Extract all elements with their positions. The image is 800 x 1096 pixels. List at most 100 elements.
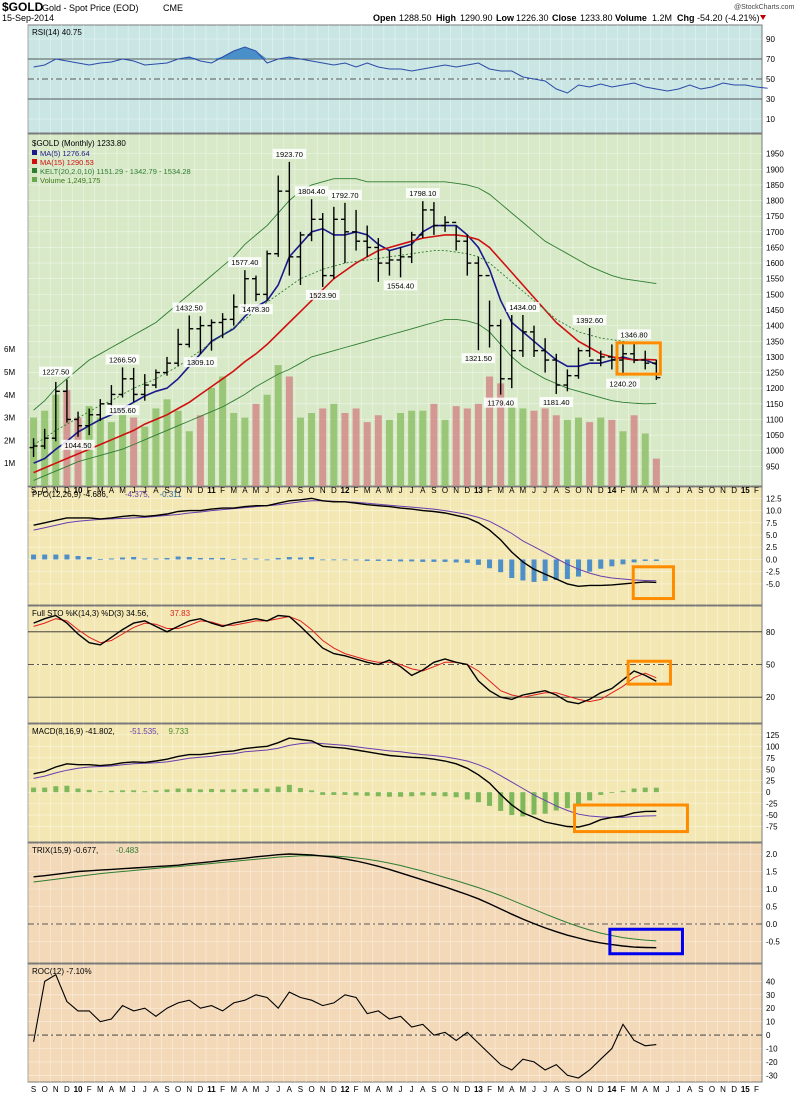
ppo-histogram-bar (120, 557, 126, 560)
y-tick-label: 0 (766, 788, 771, 797)
annotation-bg (105, 354, 140, 365)
x-tick-label-mid: O (709, 486, 715, 495)
x-tick-label-mid: S (298, 486, 303, 495)
x-tick-label-mid: N (720, 486, 726, 495)
ppo-histogram-bar (175, 556, 181, 560)
x-tick-label: F (87, 1085, 92, 1094)
volume-bar (552, 415, 560, 486)
ppo-histogram-bar (131, 557, 137, 560)
macd-histogram-bar (253, 788, 259, 793)
macd-histogram-bar (342, 792, 348, 795)
chart-header: $GOLD Gold - Spot Price (EOD) CME 15-Sep… (0, 0, 800, 24)
ppo-histogram-bar (375, 559, 381, 561)
x-tick-label: M (386, 1085, 393, 1094)
y-tick-label: 20 (766, 693, 775, 702)
x-tick-label: J (543, 1085, 547, 1094)
rsi-panel: 10 30 50 70 90 RSI(14) 40.75 (27, 24, 775, 134)
macd-histogram-bar (564, 792, 570, 809)
macd-histogram-bar (64, 785, 70, 793)
macd-histogram-bar (442, 792, 448, 797)
x-tick-label: S (431, 1085, 436, 1094)
x-tick-label-mid: D (197, 486, 203, 495)
instrument-name: Gold - Spot Price (EOD) (42, 3, 139, 13)
ppo-histogram-bar (342, 559, 348, 561)
y-tick-label: -20 (766, 1058, 778, 1067)
ppo-highlight-box (631, 565, 675, 601)
ppo-histogram-bar (164, 557, 170, 560)
x-tick-label-mid: J (532, 486, 536, 495)
volume-bar (441, 419, 449, 486)
trix-signal-line (33, 855, 657, 942)
x-tick-label-mid: N (320, 486, 326, 495)
x-tick-label-mid: D (598, 486, 604, 495)
macd-histogram-bar (386, 792, 392, 797)
x-tick-label-mid: J (276, 486, 280, 495)
x-tick-label: M (253, 1085, 260, 1094)
x-tick-label: A (376, 1085, 382, 1094)
x-tick-label-mid: 15 (741, 486, 750, 495)
y-tick-label: 25 (766, 777, 775, 786)
volume-bar (163, 399, 171, 486)
volume-bar (430, 403, 438, 486)
price-annotation: 1181.40 (543, 398, 570, 407)
annotation-bg (539, 396, 573, 407)
legend-swatch (32, 177, 37, 182)
macd-histogram-bar (131, 790, 137, 793)
x-tick-label-mid: A (242, 486, 248, 495)
x-tick-label: J (532, 1085, 536, 1094)
annotation-bg (506, 302, 540, 313)
y-tick-label: -0.5 (766, 938, 780, 947)
x-tick-label: O (709, 1085, 715, 1094)
x-tick-label-mid: O (575, 486, 581, 495)
y-tick-label: 7.5 (766, 519, 778, 528)
volume-bar (252, 403, 260, 486)
x-tick-label-mid: F (487, 486, 492, 495)
x-tick-label: O (42, 1085, 48, 1094)
x-tick-label: N (320, 1085, 326, 1094)
x-tick-label: J (410, 1085, 414, 1094)
macd-histogram-bar (420, 792, 426, 796)
ppo-histogram-bar (487, 559, 493, 569)
y-tick-label: 12.5 (766, 494, 782, 503)
y-tick-label: 1950 (766, 150, 784, 159)
ppo-histogram-bar (53, 554, 59, 560)
annotation-bg (617, 329, 651, 340)
macd-histogram-bar (431, 792, 437, 796)
y-tick-label: -75 (766, 823, 778, 832)
x-tick-label: M (497, 1085, 504, 1094)
x-tick-label: J (132, 1085, 136, 1094)
price-annotation: 1155.60 (109, 406, 136, 415)
x-tick-label: D (731, 1085, 737, 1094)
ppo-histogram-bar (331, 559, 337, 561)
x-tick-label-mid: S (31, 486, 36, 495)
volume-bar (107, 422, 115, 486)
macd-histogram-bar (286, 784, 292, 793)
x-tick-label-mid: M (520, 486, 527, 495)
x-tick-label: A (153, 1085, 159, 1094)
ppo-line (33, 497, 657, 588)
ppo-histogram-bar (286, 557, 292, 560)
x-tick-label: D (464, 1085, 470, 1094)
volume-bar (641, 433, 649, 486)
x-tick-label-mid: M (653, 486, 660, 495)
y-tick-label: 70 (766, 55, 775, 64)
ppo-histogram-bar (398, 559, 404, 562)
macd-histogram-bar (153, 790, 159, 793)
volume-bar (296, 417, 304, 486)
ppo-histogram-bar (75, 556, 81, 560)
price-annotation: 1044.50 (64, 441, 91, 450)
volume-tick-label: 5M (4, 368, 15, 377)
ppo-histogram-bar (253, 558, 259, 560)
x-tick-label-mid: 11 (207, 486, 216, 495)
x-tick-label: A (242, 1085, 248, 1094)
y-tick-label: 1350 (766, 337, 784, 346)
ppo-histogram-bar (420, 559, 426, 562)
volume-bar (319, 408, 327, 486)
macd-histogram-bar (364, 792, 370, 796)
volume-bar (374, 415, 382, 486)
x-tick-label-mid: S (431, 486, 436, 495)
x-tick-label: F (354, 1085, 359, 1094)
volume-bar (341, 413, 349, 486)
ppo-histogram-bar (64, 554, 70, 560)
